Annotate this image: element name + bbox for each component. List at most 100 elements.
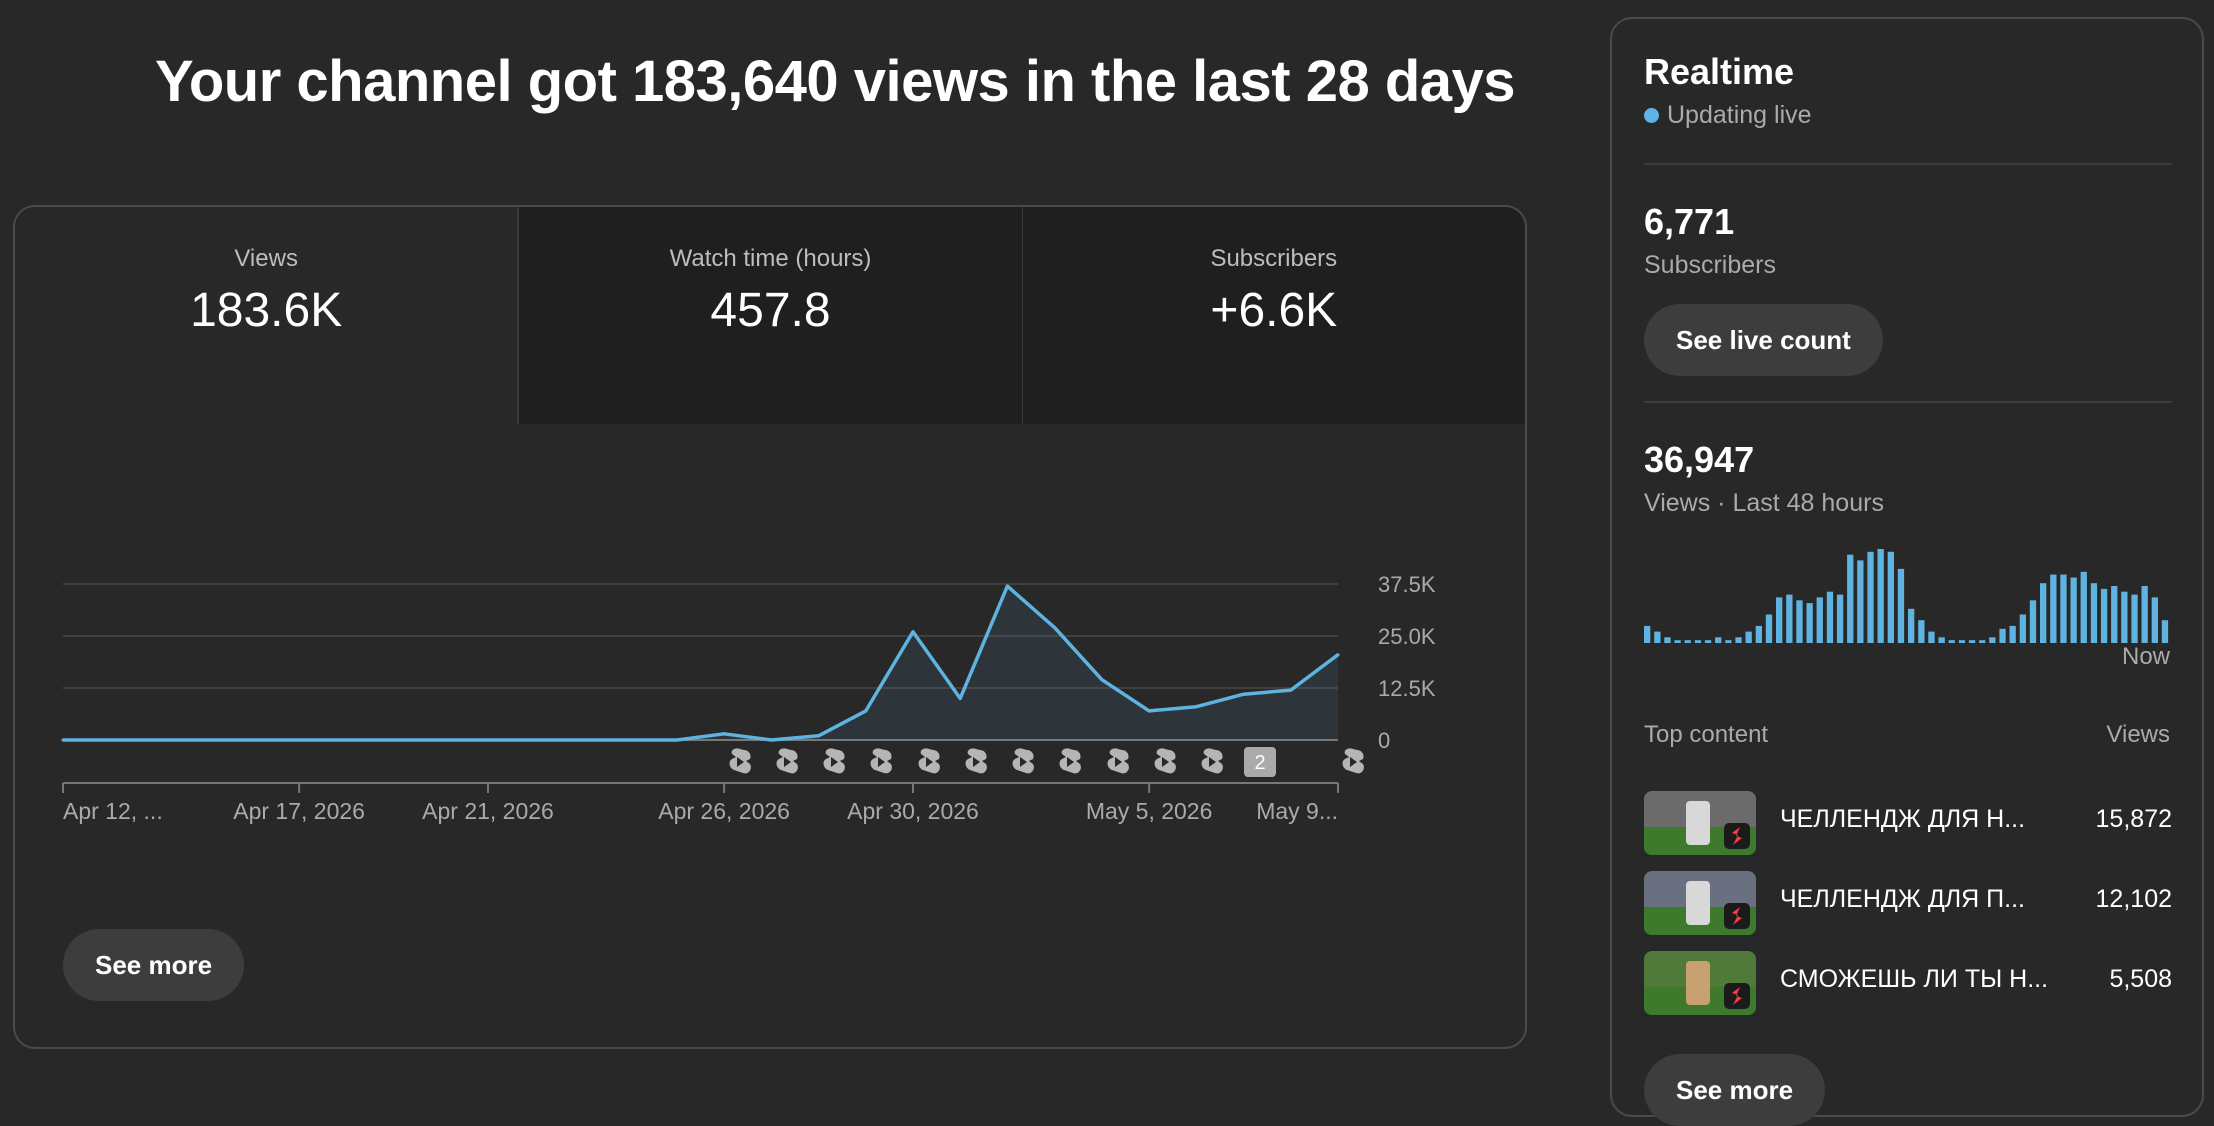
realtime-title: Realtime	[1644, 51, 1795, 92]
hourly-bar	[1674, 640, 1681, 643]
hourly-bar	[2040, 583, 2047, 643]
data-point	[1147, 709, 1151, 713]
hourly-bar	[1684, 640, 1691, 643]
tab-value: 183.6K	[190, 284, 343, 337]
data-point	[1289, 688, 1293, 692]
hourly-bar	[1826, 591, 1834, 643]
svg-text:2: 2	[1254, 752, 1265, 774]
hourly-bar	[1867, 551, 1874, 643]
hourly-bar	[1735, 637, 1742, 643]
data-point	[297, 738, 301, 742]
data-point	[250, 738, 254, 742]
video-title: ЧЕЛЛЕНДЖ ДЛЯ П...	[1780, 885, 2025, 913]
data-point	[1053, 626, 1057, 630]
hourly-bar	[2019, 614, 2026, 643]
hourly-bar	[1968, 640, 1976, 643]
data-point	[1242, 692, 1246, 696]
video-thumbnail	[1644, 951, 1756, 1015]
views-48h-count: 36,947	[1644, 439, 1755, 480]
tab-subscribers[interactable]: Subscribers +6.6K	[1022, 207, 1525, 424]
shorts-upload-icon[interactable]	[1201, 748, 1223, 774]
overview-card: Views 183.6K Watch time (hours) 457.8 Su…	[13, 205, 1527, 1049]
hourly-bar	[1765, 614, 1773, 643]
hourly-bar	[2060, 574, 2067, 643]
hourly-bar	[2080, 571, 2087, 643]
video-views: 12,102	[2095, 885, 2172, 913]
hourly-bar	[1918, 620, 1925, 643]
hourly-bar	[1776, 597, 1783, 643]
hourly-bar	[1745, 631, 1752, 643]
hourly-bar	[1816, 597, 1823, 643]
hourly-bar	[1857, 560, 1864, 643]
see-more-button[interactable]: See more	[63, 929, 245, 1001]
metric-tabs: Views 183.6K Watch time (hours) 457.8 Su…	[15, 207, 1525, 424]
hourly-bar	[2141, 586, 2148, 643]
subscriber-label: Subscribers	[1644, 251, 1776, 279]
shorts-upload-icon[interactable]	[965, 748, 987, 774]
hourly-bar	[1877, 549, 1884, 643]
data-point	[486, 738, 490, 742]
data-point	[344, 738, 348, 742]
x-tick-label: Apr 30, 2026	[847, 798, 979, 824]
hourly-bar	[1847, 554, 1854, 643]
x-tick-label: Apr 12, ...	[63, 798, 163, 824]
top-content-item[interactable]: ЧЕЛЛЕНДЖ ДЛЯ П... 12,102	[1644, 871, 2172, 935]
hourly-bar	[1755, 625, 1762, 643]
top-content-see-more-button[interactable]: See more	[1644, 1054, 1826, 1126]
video-thumbnail	[1644, 871, 1756, 935]
hourly-bar	[2121, 591, 2128, 643]
shorts-upload-icon[interactable]	[918, 748, 940, 774]
data-point	[580, 738, 584, 742]
data-point	[155, 738, 159, 742]
shorts-upload-icon[interactable]	[1154, 748, 1176, 774]
hourly-bar	[1654, 631, 1661, 643]
shorts-upload-icon[interactable]	[870, 748, 892, 774]
shorts-upload-icon[interactable]	[1107, 748, 1129, 774]
hourly-bar	[1664, 637, 1671, 643]
y-tick-label: 25.0K	[1378, 624, 1436, 649]
data-point	[628, 738, 632, 742]
see-live-count-button[interactable]: See live count	[1644, 304, 1883, 376]
hourly-bar	[1806, 603, 1813, 643]
x-tick-label: Apr 26, 2026	[658, 798, 790, 824]
tab-watch-time[interactable]: Watch time (hours) 457.8	[519, 207, 1023, 424]
tab-value: +6.6K	[1210, 284, 1338, 337]
tab-value: 457.8	[710, 284, 831, 337]
top-content-item[interactable]: ЧЕЛЛЕНДЖ ДЛЯ Н... 15,872	[1644, 791, 2172, 855]
y-tick-label: 37.5K	[1378, 572, 1436, 597]
views-column-label: Views	[2106, 721, 2170, 748]
hourly-bar	[1694, 640, 1702, 643]
data-point	[1194, 705, 1198, 709]
hourly-views-bar-chart	[1644, 549, 2169, 643]
shorts-upload-icon[interactable]	[1059, 748, 1081, 774]
shorts-upload-icon[interactable]	[823, 748, 845, 774]
hourly-bar	[1644, 625, 1651, 643]
data-point	[392, 738, 396, 742]
data-point	[1100, 678, 1104, 682]
x-tick-label: Apr 17, 2026	[233, 798, 365, 824]
views-line	[63, 584, 1340, 742]
y-tick-label: 12.5K	[1378, 676, 1436, 701]
hourly-bar	[2151, 597, 2158, 643]
hourly-bar	[1979, 640, 1986, 643]
divider	[1644, 401, 2172, 403]
hourly-bar	[1897, 568, 1905, 643]
data-point	[675, 738, 679, 742]
shorts-upload-icon[interactable]	[1012, 748, 1034, 774]
hourly-bar	[1887, 551, 1894, 643]
hourly-bar	[2029, 600, 2037, 643]
upload-count-badge[interactable]: 2	[1244, 747, 1276, 777]
hourly-bar	[1786, 594, 1793, 643]
data-point	[722, 732, 726, 736]
hourly-bar	[1836, 594, 1844, 643]
shorts-upload-icon[interactable]	[776, 748, 798, 774]
tab-label: Watch time (hours)	[669, 245, 872, 272]
data-point	[817, 734, 821, 738]
hourly-bar	[2090, 583, 2098, 643]
video-title: ЧЕЛЛЕНДЖ ДЛЯ Н...	[1780, 805, 2026, 833]
shorts-upload-icon[interactable]	[1342, 748, 1364, 774]
x-tick-label: May 9...	[1256, 798, 1338, 824]
shorts-upload-icon[interactable]	[729, 748, 751, 774]
tab-views[interactable]: Views 183.6K	[15, 207, 520, 424]
top-content-item[interactable]: СМОЖЕШЬ ЛИ ТЫ Н... 5,508	[1644, 951, 2172, 1015]
